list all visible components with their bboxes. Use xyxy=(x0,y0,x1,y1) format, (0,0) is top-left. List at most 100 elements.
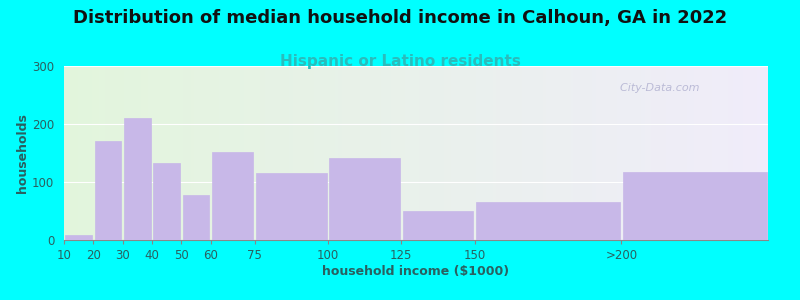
Bar xyxy=(666,66,670,240)
Bar xyxy=(754,66,758,240)
Bar xyxy=(476,66,479,240)
Bar xyxy=(483,66,486,240)
Bar xyxy=(363,66,366,240)
Bar xyxy=(173,66,177,240)
Bar xyxy=(102,66,106,240)
Bar xyxy=(638,66,642,240)
Bar xyxy=(233,66,237,240)
Bar xyxy=(205,66,208,240)
Bar xyxy=(525,66,529,240)
Bar xyxy=(690,66,694,240)
Bar xyxy=(476,202,620,240)
Bar xyxy=(138,66,142,240)
Bar xyxy=(486,66,490,240)
Bar xyxy=(750,66,754,240)
Bar xyxy=(106,66,110,240)
Bar xyxy=(346,66,349,240)
Bar xyxy=(142,66,145,240)
Bar xyxy=(648,66,652,240)
Bar xyxy=(466,66,469,240)
Bar xyxy=(85,66,89,240)
Bar xyxy=(152,66,155,240)
Bar xyxy=(398,66,402,240)
Bar xyxy=(560,66,564,240)
Bar xyxy=(159,66,162,240)
Bar xyxy=(177,66,180,240)
Bar xyxy=(761,66,765,240)
Bar xyxy=(718,66,722,240)
Bar xyxy=(747,66,750,240)
Bar xyxy=(131,66,134,240)
Bar xyxy=(215,66,219,240)
Bar xyxy=(258,66,261,240)
Bar xyxy=(190,66,194,240)
Bar xyxy=(585,66,589,240)
Bar xyxy=(78,66,82,240)
Bar xyxy=(310,66,314,240)
Bar xyxy=(208,66,212,240)
Bar xyxy=(694,66,698,240)
Bar xyxy=(406,66,409,240)
Bar xyxy=(539,66,542,240)
Bar xyxy=(170,66,173,240)
Bar xyxy=(620,66,624,240)
Bar xyxy=(114,66,117,240)
Bar xyxy=(642,66,645,240)
Bar xyxy=(652,66,655,240)
Bar xyxy=(655,66,659,240)
Bar xyxy=(610,66,613,240)
Bar xyxy=(99,66,102,240)
Bar xyxy=(564,66,567,240)
Bar xyxy=(522,66,525,240)
Bar xyxy=(680,66,683,240)
Bar xyxy=(758,66,761,240)
Bar xyxy=(330,158,400,240)
Bar xyxy=(462,66,466,240)
Bar xyxy=(254,66,258,240)
Bar xyxy=(290,66,293,240)
Bar xyxy=(698,66,701,240)
Bar xyxy=(243,66,247,240)
Bar xyxy=(154,163,180,240)
Bar xyxy=(321,66,325,240)
Bar xyxy=(275,66,278,240)
Bar xyxy=(356,66,360,240)
Bar xyxy=(554,66,557,240)
Bar xyxy=(162,66,166,240)
Bar xyxy=(730,66,733,240)
Bar xyxy=(409,66,413,240)
Bar xyxy=(687,66,690,240)
Bar xyxy=(472,66,476,240)
Bar xyxy=(384,66,388,240)
Bar xyxy=(250,66,254,240)
Bar xyxy=(300,66,303,240)
Bar xyxy=(328,66,331,240)
Bar xyxy=(240,66,243,240)
Bar xyxy=(627,66,630,240)
Bar xyxy=(582,66,585,240)
Bar xyxy=(366,66,370,240)
Bar xyxy=(342,66,346,240)
Bar xyxy=(402,66,406,240)
Bar xyxy=(261,66,265,240)
Bar xyxy=(434,66,437,240)
Bar xyxy=(96,66,99,240)
Bar xyxy=(497,66,501,240)
Bar xyxy=(451,66,454,240)
Bar xyxy=(765,66,768,240)
Bar xyxy=(124,118,150,240)
Y-axis label: households: households xyxy=(16,113,30,193)
Bar xyxy=(743,66,747,240)
Bar xyxy=(419,66,423,240)
Bar xyxy=(71,66,74,240)
Bar xyxy=(624,66,627,240)
Bar xyxy=(82,66,85,240)
Bar xyxy=(212,152,253,240)
Bar xyxy=(705,66,708,240)
Bar xyxy=(550,66,554,240)
Bar xyxy=(416,66,419,240)
Bar xyxy=(630,66,634,240)
Bar xyxy=(490,66,494,240)
Bar xyxy=(256,173,326,240)
Bar xyxy=(166,66,170,240)
